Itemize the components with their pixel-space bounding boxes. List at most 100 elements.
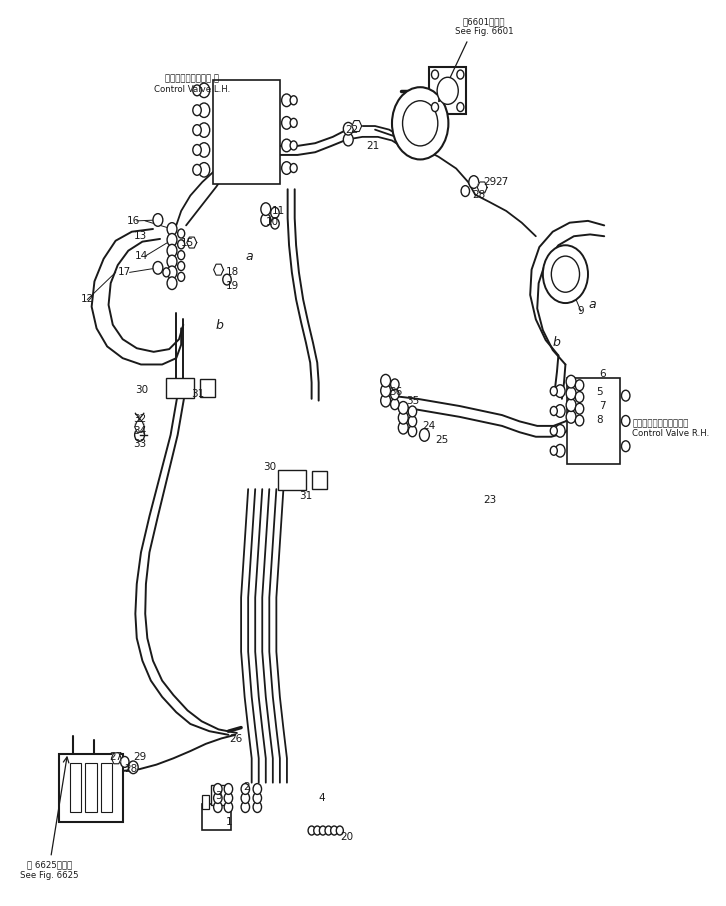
Circle shape	[290, 163, 297, 172]
Text: 第 6625図参照
See Fig. 6625: 第 6625図参照 See Fig. 6625	[20, 861, 78, 880]
Circle shape	[241, 802, 250, 813]
Bar	[213, 81, 280, 184]
Circle shape	[408, 406, 417, 417]
Circle shape	[392, 87, 449, 159]
Circle shape	[457, 102, 464, 111]
Circle shape	[224, 802, 232, 813]
Polygon shape	[111, 753, 121, 764]
Circle shape	[391, 379, 399, 390]
Text: 21: 21	[367, 141, 380, 151]
Circle shape	[543, 246, 588, 304]
Circle shape	[551, 256, 579, 293]
Text: 28: 28	[472, 189, 486, 199]
Text: 32: 32	[133, 414, 146, 424]
Text: a: a	[246, 249, 253, 263]
Circle shape	[555, 385, 565, 398]
Circle shape	[193, 125, 201, 136]
Circle shape	[575, 380, 584, 390]
Circle shape	[261, 203, 271, 216]
Text: 11: 11	[272, 206, 285, 216]
Text: 16: 16	[126, 216, 140, 226]
Circle shape	[380, 384, 391, 397]
Polygon shape	[352, 120, 362, 131]
Circle shape	[261, 214, 271, 226]
Circle shape	[134, 429, 144, 441]
Circle shape	[167, 255, 177, 268]
Circle shape	[566, 375, 576, 388]
Polygon shape	[477, 182, 487, 193]
Circle shape	[129, 761, 138, 774]
Bar	[166, 378, 194, 398]
Text: 26: 26	[229, 735, 242, 745]
Bar	[567, 379, 620, 464]
Text: コントロールバルフ　右
Control Valve R.H.: コントロールバルフ 右 Control Valve R.H.	[632, 419, 709, 439]
Text: 33: 33	[133, 439, 146, 449]
Circle shape	[420, 429, 429, 441]
Circle shape	[121, 757, 129, 767]
Circle shape	[167, 234, 177, 246]
Bar	[203, 805, 231, 830]
Circle shape	[290, 119, 297, 128]
Text: 20: 20	[340, 832, 354, 842]
Text: 29: 29	[133, 752, 146, 762]
Circle shape	[319, 826, 327, 835]
Circle shape	[178, 262, 184, 271]
Circle shape	[314, 826, 321, 835]
Circle shape	[153, 262, 163, 275]
Circle shape	[224, 784, 232, 795]
Circle shape	[336, 826, 343, 835]
Text: 10: 10	[266, 217, 279, 226]
Text: 30: 30	[264, 462, 277, 472]
Circle shape	[380, 374, 391, 387]
Circle shape	[167, 277, 177, 290]
Bar	[200, 379, 215, 397]
Text: 34: 34	[133, 427, 146, 437]
Text: 19: 19	[225, 281, 239, 291]
Text: 28: 28	[124, 764, 137, 774]
Circle shape	[391, 389, 399, 400]
Text: 7: 7	[600, 401, 606, 411]
Text: 31: 31	[191, 390, 204, 400]
Circle shape	[330, 826, 338, 835]
Bar	[70, 763, 81, 813]
Text: 18: 18	[225, 267, 239, 277]
Circle shape	[408, 426, 417, 437]
Text: 31: 31	[299, 491, 313, 501]
Circle shape	[550, 447, 558, 455]
Circle shape	[282, 161, 292, 174]
Circle shape	[575, 403, 584, 414]
Polygon shape	[187, 237, 197, 248]
Circle shape	[343, 133, 354, 146]
Circle shape	[167, 223, 177, 236]
Text: 5: 5	[596, 388, 603, 398]
Circle shape	[325, 826, 332, 835]
Text: 35: 35	[406, 396, 419, 406]
Circle shape	[469, 176, 478, 188]
Circle shape	[282, 117, 292, 130]
Circle shape	[555, 405, 565, 418]
Circle shape	[282, 140, 292, 152]
Circle shape	[550, 387, 558, 396]
Circle shape	[193, 145, 201, 156]
Circle shape	[241, 793, 250, 804]
Text: 29: 29	[484, 177, 497, 187]
Circle shape	[224, 793, 232, 804]
Circle shape	[253, 802, 261, 813]
Circle shape	[437, 77, 458, 104]
Circle shape	[621, 441, 630, 452]
Circle shape	[193, 85, 201, 96]
Text: 24: 24	[423, 421, 436, 431]
Circle shape	[575, 391, 584, 402]
Circle shape	[457, 70, 464, 79]
Polygon shape	[213, 265, 224, 275]
Circle shape	[198, 83, 210, 98]
Circle shape	[282, 94, 292, 107]
Circle shape	[566, 387, 576, 400]
Text: 23: 23	[484, 495, 497, 505]
Text: 36: 36	[390, 387, 403, 397]
Text: 8: 8	[596, 415, 603, 425]
Bar	[278, 470, 306, 490]
Text: 30: 30	[135, 385, 148, 395]
Circle shape	[241, 784, 250, 795]
Circle shape	[223, 275, 232, 285]
